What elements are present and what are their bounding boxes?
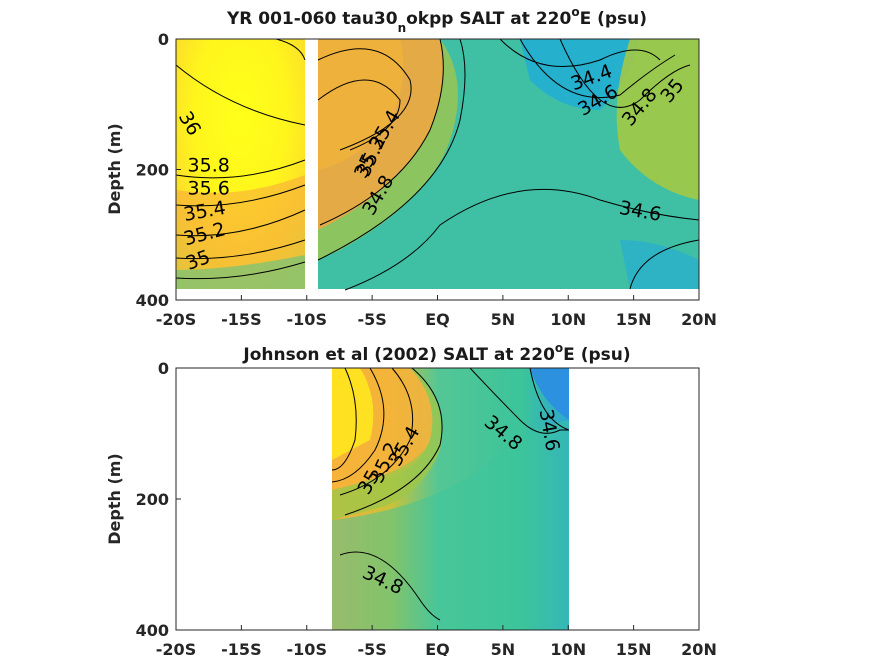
top-y-ticks: 0 200 400: [136, 30, 181, 310]
bottom-field-yellowgreen: [332, 368, 442, 520]
top-x-ticks: -20S -15S -10S -5S EQ 5N 10N 15N 20N: [156, 295, 717, 329]
top-x-tick-label: 15N: [616, 310, 652, 329]
top-x-tick-label: -10S: [287, 310, 327, 329]
bottom-x-tick-label: 5N: [491, 640, 516, 656]
top-y-tick-label: 0: [158, 30, 169, 49]
top-contour-label: 35.8: [188, 155, 230, 177]
bottom-contours: [331, 367, 570, 621]
bottom-field-yellow: [332, 368, 374, 460]
top-field-north-deep-blue: [620, 240, 699, 289]
top-title: YR 001-060 tau30nokpp SALT at 220oE (psu…: [226, 5, 647, 35]
bottom-x-tick-label: -10S: [287, 640, 327, 656]
bottom-x-tick-label: 15N: [616, 640, 652, 656]
top-field-north-core: [318, 39, 404, 170]
bottom-y-ticks: 0 200 400: [136, 359, 181, 640]
bottom-y-tick-label: 400: [136, 621, 169, 640]
top-y-tick-label: 400: [136, 291, 169, 310]
bottom-ylabel: Depth (m): [105, 453, 124, 545]
bottom-x-ticks: -20S -15S -10S -5S EQ 5N 10N 15N 20N: [156, 625, 717, 656]
top-field-north-green: [616, 39, 699, 200]
bottom-x-tick-label: 10N: [550, 640, 586, 656]
bottom-x-tick-label: 20N: [681, 640, 717, 656]
bottom-title: Johnson et al (2002) SALT at 220oE (psu): [242, 341, 630, 365]
top-field-south-green: [176, 255, 305, 289]
top-x-tick-label: 20N: [681, 310, 717, 329]
top-field-north-blue: [520, 39, 640, 110]
bottom-y-tick-label: 0: [158, 359, 169, 378]
bottom-panel: Johnson et al (2002) SALT at 220oE (psu)…: [105, 341, 717, 656]
bottom-x-tick-label: -15S: [221, 640, 261, 656]
top-x-tick-label: -20S: [156, 310, 196, 329]
bottom-field-green: [332, 420, 569, 630]
top-contour-label: 35.6: [188, 178, 230, 200]
top-x-tick-label: -5S: [357, 310, 386, 329]
top-x-tick-label: -15S: [221, 310, 261, 329]
bottom-field-blue: [530, 368, 569, 420]
bottom-x-tick-label: EQ: [425, 640, 450, 656]
bottom-x-tick-label: -20S: [156, 640, 196, 656]
top-x-tick-label: 5N: [491, 310, 516, 329]
top-field-north-yellowgreen: [318, 39, 458, 260]
top-field-south-orange: [176, 175, 305, 289]
top-x-tick-label: 10N: [550, 310, 586, 329]
top-ylabel: Depth (m): [105, 123, 124, 215]
bottom-y-tick-label: 200: [136, 490, 169, 509]
top-y-tick-label: 200: [136, 161, 169, 180]
top-contours: [175, 38, 700, 291]
bottom-x-tick-label: -5S: [357, 640, 386, 656]
top-panel: YR 001-060 tau30nokpp SALT at 220oE (psu…: [105, 5, 717, 329]
top-x-tick-label: EQ: [425, 310, 450, 329]
